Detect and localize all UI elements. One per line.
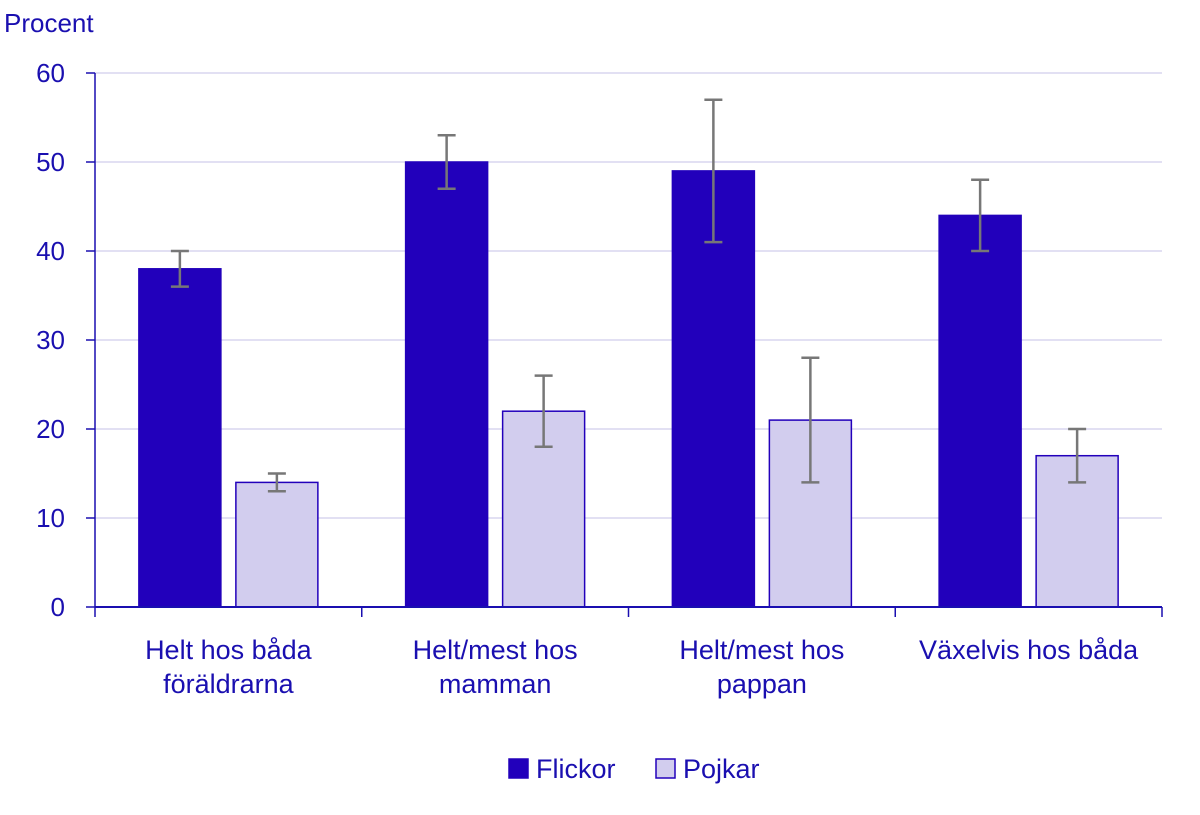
error-bars [170,98,1087,493]
legend-label: Flickor [536,754,616,784]
bar-pojkar-1 [235,481,319,608]
bar-flickor-2 [404,161,489,608]
error-bar-pojkar-4 [1068,427,1087,484]
legend-item-pojkar: Pojkar [655,754,760,784]
error-bar-pojkar-3 [801,356,820,484]
y-axis-label: Procent [4,8,94,38]
x-category-label: Helt/mest hos pappan [679,635,844,699]
error-bar-flickor-4 [971,178,990,253]
error-bar-flickor-2 [437,134,456,190]
bars [138,161,1119,608]
y-tick-label: 0 [51,592,65,622]
legend-item-flickor: Flickor [508,754,616,784]
y-tick-label: 20 [36,414,65,444]
y-tick-label: 40 [36,236,65,266]
bar-flickor-3 [671,170,756,608]
y-tick-label: 10 [36,503,65,533]
bar-flickor-4 [938,214,1022,608]
legend-swatch [508,758,529,779]
y-tick-label: 60 [36,58,65,88]
error-bar-pojkar-2 [534,374,553,449]
y-tick-label: 50 [36,147,65,177]
x-category-label: Helt/mest hos mamman [413,635,578,699]
axes: 0 10 20 30 40 50 60 Helt hos båda föräldrarna Hel… [36,58,1163,699]
error-bar-flickor-1 [170,249,189,288]
x-category-label: Helt hos båda föräldrarna [145,635,313,699]
error-bar-flickor-3 [704,98,723,244]
legend-swatch [655,758,676,779]
y-tick-label: 30 [36,325,65,355]
legend: Flickor Pojkar [508,754,760,784]
x-category-label: Växelvis hos båda [919,635,1139,665]
legend-label: Pojkar [683,754,760,784]
error-bar-pojkar-1 [267,472,286,493]
bar-flickor-1 [138,268,222,608]
